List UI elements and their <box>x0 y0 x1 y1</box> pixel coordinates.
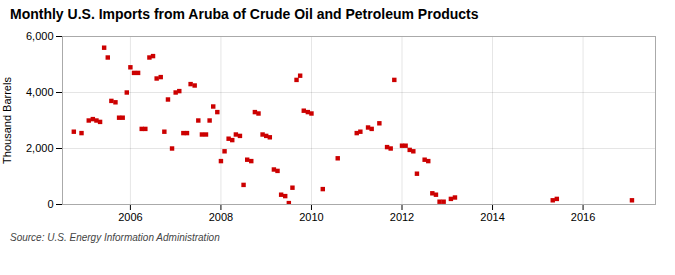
svg-text:6,000: 6,000 <box>26 30 54 42</box>
svg-text:2014: 2014 <box>480 211 504 223</box>
html-text:Monthly U.S. Imports from Arub: Monthly U.S. Imports from Aruba of Crude… <box>10 6 479 22</box>
svg-text:2012: 2012 <box>390 211 414 223</box>
html-text:Source: U.S. Energy Informatio: Source: U.S. Energy Information Administ… <box>10 232 220 243</box>
svg-text:2010: 2010 <box>299 211 323 223</box>
svg-text:2008: 2008 <box>209 211 233 223</box>
svg-text:2,000: 2,000 <box>26 142 54 154</box>
svg-text:0: 0 <box>47 198 53 210</box>
svg-text:2016: 2016 <box>571 211 595 223</box>
svg-text:Thousand Barrels: Thousand Barrels <box>1 77 13 164</box>
svg-text:2006: 2006 <box>118 211 142 223</box>
svg-text:4,000: 4,000 <box>26 86 54 98</box>
